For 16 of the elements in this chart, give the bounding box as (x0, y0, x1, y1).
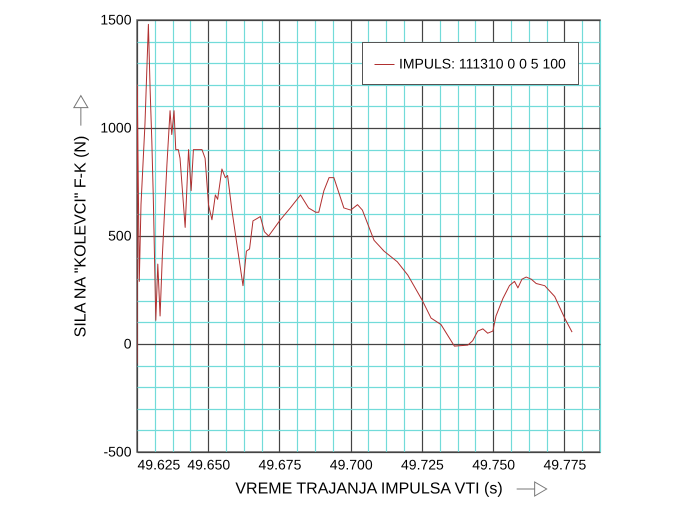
x-tick-label: 49.625 (138, 456, 181, 472)
y-tick-label: 1000 (100, 120, 132, 136)
x-axis-title: VREME TRAJANJA IMPULSA VTI (s) (235, 480, 503, 498)
x-tick-label: 49.725 (401, 456, 444, 472)
x-tick-label: 49.675 (258, 456, 302, 472)
y-tick-label: 1500 (100, 12, 132, 28)
y-tick-label: 0 (124, 336, 132, 352)
y-axis-title: SILA NA "KOLEVCI" F-K (N) (72, 136, 90, 338)
x-tick-label: 49.650 (187, 456, 230, 472)
y-tick-label: -500 (103, 444, 132, 460)
y-tick-label: 500 (108, 228, 132, 244)
line-series (137, 24, 573, 364)
x-tick-label: 49.700 (330, 456, 373, 472)
legend-label: IMPULS: 111310 0 0 5 100 (399, 56, 566, 72)
x-tick-label: 49.775 (543, 456, 587, 472)
x-tick-label: 49.750 (472, 456, 516, 472)
